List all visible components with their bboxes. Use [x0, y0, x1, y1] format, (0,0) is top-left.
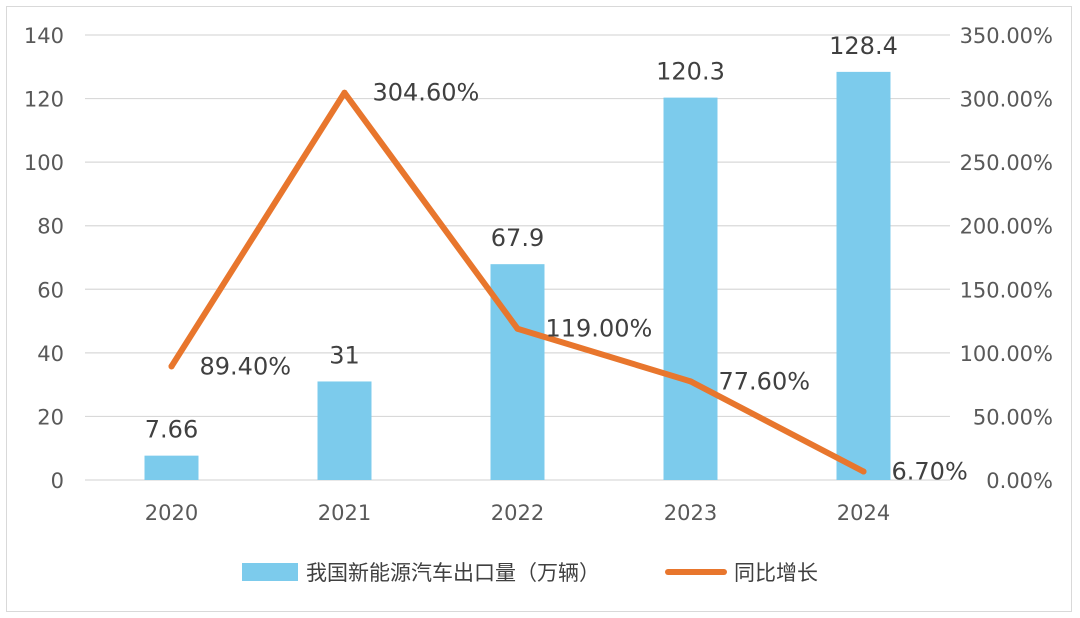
- line-value-label: 6.70%: [892, 457, 968, 485]
- line-value-label: 304.60%: [373, 79, 480, 107]
- x-tick-label: 2024: [837, 501, 890, 525]
- line-point-2022[interactable]: [514, 325, 521, 332]
- y-left-tick-label: 20: [37, 405, 64, 429]
- y-right-tick-label: 0.00%: [986, 469, 1053, 493]
- bar-value-label: 67.9: [491, 224, 544, 252]
- y-right-tick-label: 50.00%: [973, 405, 1053, 429]
- x-tick-label: 2021: [318, 501, 371, 525]
- x-tick-label: 2023: [664, 501, 717, 525]
- y-right-tick-label: 150.00%: [960, 278, 1053, 302]
- y-right-tick-label: 100.00%: [960, 342, 1053, 366]
- bar-2024[interactable]: [836, 71, 891, 480]
- legend-line-label[interactable]: 同比增长: [734, 561, 818, 585]
- line-value-label: 119.00%: [546, 315, 653, 343]
- y-right-tick-label: 200.00%: [960, 215, 1053, 239]
- line-value-label: 89.40%: [200, 352, 292, 380]
- bar-2023[interactable]: [663, 97, 718, 480]
- line-series: [168, 89, 867, 475]
- bar-value-label: 128.4: [829, 32, 898, 60]
- x-tick-label: 2022: [491, 501, 544, 525]
- line-point-2020[interactable]: [168, 363, 175, 370]
- bar-value-label: 7.66: [145, 416, 198, 444]
- legend-bar-label[interactable]: 我国新能源汽车出口量（万辆）: [306, 561, 600, 585]
- y-left-tick-label: 40: [37, 342, 64, 366]
- y-right-tick-label: 250.00%: [960, 151, 1053, 175]
- y-left-tick-label: 0: [51, 469, 64, 493]
- line-point-2023[interactable]: [687, 378, 694, 385]
- y-left-tick-label: 60: [37, 278, 64, 302]
- y-left-tick-label: 80: [37, 215, 64, 239]
- bar-series: [144, 71, 891, 480]
- x-tick-label: 2020: [145, 501, 198, 525]
- y-right-tick-label: 350.00%: [960, 24, 1053, 48]
- line-point-2024[interactable]: [860, 468, 867, 475]
- legend: 我国新能源汽车出口量（万辆） 同比增长: [242, 561, 818, 585]
- bar-2022[interactable]: [490, 264, 545, 480]
- y-left-tick-label: 100: [24, 151, 64, 175]
- legend-bar-swatch[interactable]: [242, 563, 298, 581]
- bar-value-label: 31: [329, 341, 360, 369]
- axes: 0 0.00% 20 50.00% 40 100.00% 60 150.00% 80 200.00…: [24, 24, 1053, 525]
- bar-2020[interactable]: [144, 455, 199, 480]
- y-left-tick-label: 140: [24, 24, 64, 48]
- line-value-label: 77.60%: [719, 367, 811, 395]
- data-labels: 7.66 31 67.9 120.3 128.4 89.40% 304.60% 119.00%…: [145, 32, 968, 486]
- line-point-2021[interactable]: [341, 89, 348, 96]
- bar-value-label: 120.3: [656, 58, 725, 86]
- bar-2021[interactable]: [317, 381, 372, 480]
- y-left-tick-label: 120: [24, 88, 64, 112]
- y-right-tick-label: 300.00%: [960, 88, 1053, 112]
- gridlines: [85, 34, 950, 481]
